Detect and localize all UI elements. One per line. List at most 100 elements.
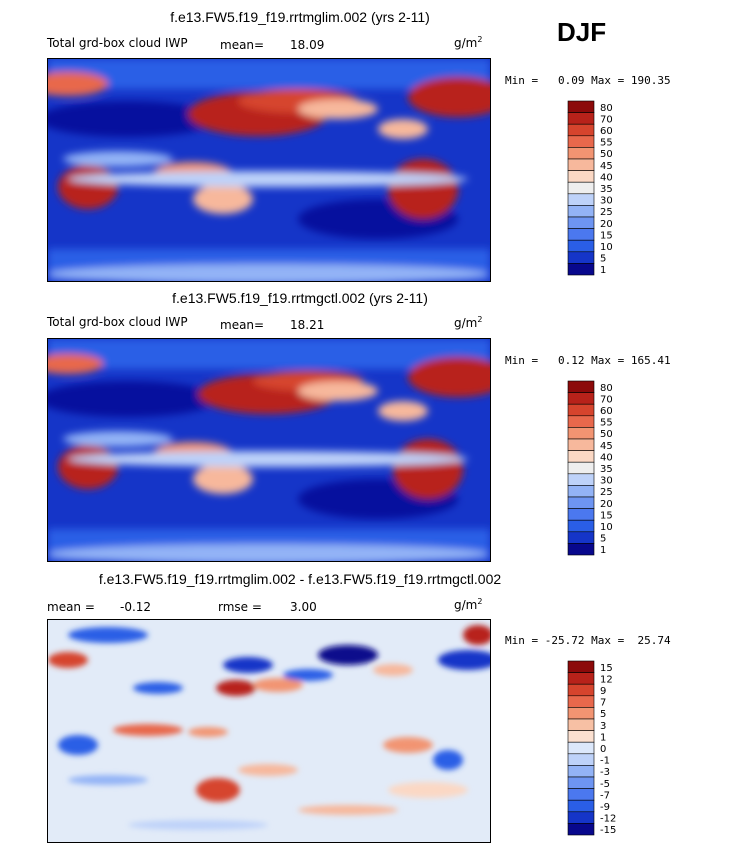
colorbar-swatch [567, 461, 595, 475]
colorbar-swatch [567, 823, 595, 836]
colorbar-swatch [567, 543, 595, 556]
panel3-map [47, 619, 491, 843]
season-label: DJF [557, 17, 607, 47]
colorbar-swatch [567, 730, 595, 743]
colorbar-tick-label: 30 [600, 196, 613, 207]
colorbar-swatch [567, 741, 595, 755]
colorbar-swatch [567, 147, 595, 160]
colorbar-tick-label: 50 [600, 429, 613, 440]
panel2-mean-label: mean= [220, 318, 265, 332]
colorbar-tick-label: 80 [600, 103, 613, 114]
panel2-field [48, 339, 490, 561]
colorbar-tick-label: -15 [600, 825, 616, 836]
colorbar-swatch [567, 158, 595, 171]
panel1-minmax: Min = 0.09 Max = 190.35 [505, 74, 671, 87]
colorbar-swatch [567, 403, 595, 417]
colorbar-tick-label: 80 [600, 383, 613, 394]
colorbar-tick-label: 15 [600, 230, 613, 241]
colorbar-swatch [567, 531, 595, 544]
colorbar-swatch [567, 112, 595, 125]
colorbar-swatch [567, 765, 595, 778]
colorbar-tick-label: 1 [600, 545, 606, 556]
colorbar-tick-label: 9 [600, 686, 606, 697]
colorbar-tick-label: 5 [600, 534, 606, 545]
colorbar-tick-label: -12 [600, 814, 616, 825]
colorbar-tick-label: 25 [600, 207, 613, 218]
colorbar-tick-label: 3 [600, 721, 606, 732]
colorbar-tick-label: 40 [600, 452, 613, 463]
colorbar-tick-label: 10 [600, 242, 613, 253]
panel1-mean-label: mean= [220, 38, 265, 52]
colorbar-tick-label: 70 [600, 114, 613, 125]
colorbar-swatch [567, 181, 595, 195]
colorbar-tick-label: 5 [600, 254, 606, 265]
colorbar-swatch [567, 438, 595, 451]
panel3-units: g/m2 [454, 597, 483, 612]
colorbar-swatch [567, 776, 595, 789]
colorbar-tick-label: -9 [600, 802, 610, 813]
colorbar-tick-label: 45 [600, 441, 613, 452]
panel2-minmax: Min = 0.12 Max = 165.41 [505, 354, 671, 367]
colorbar-swatch [567, 707, 595, 720]
panel1-units: g/m2 [454, 35, 483, 50]
colorbar-swatch [567, 170, 595, 183]
colorbar-swatch [567, 193, 595, 206]
panel2-map [47, 338, 491, 562]
panel3-minmax: Min = -25.72 Max = 25.74 [505, 634, 671, 647]
colorbar-swatch [567, 485, 595, 498]
panel2-mean-value: 18.21 [290, 318, 325, 332]
colorbar-tick-label: 1 [600, 732, 606, 743]
colorbar-tick-label: 15 [600, 510, 613, 521]
colorbar-tick-label: 55 [600, 418, 613, 429]
colorbar-swatch [567, 508, 595, 521]
panel3-mean-value: -0.12 [120, 600, 152, 614]
colorbar-swatch [567, 205, 595, 218]
panel3-rmse-label: rmse = [218, 600, 262, 614]
colorbar-tick-label: 70 [600, 394, 613, 405]
colorbar-tick-label: -1 [600, 756, 610, 767]
colorbar-tick-label: 0 [600, 744, 606, 755]
panel3-mean-label: mean = [47, 600, 95, 614]
colorbar-swatch [567, 380, 595, 393]
panel2-units: g/m2 [454, 315, 483, 330]
colorbar-tick-label: 60 [600, 406, 613, 417]
colorbar-tick-label: 60 [600, 126, 613, 137]
colorbar-swatch [567, 718, 595, 731]
panel1-colorbar: 80 70 60 55 50 45 40 35 30 25 20 15 10 5 1 [567, 100, 613, 276]
colorbar-swatch [567, 473, 595, 486]
colorbar-swatch [567, 263, 595, 276]
colorbar-tick-label: 35 [600, 464, 613, 475]
panel1-mean-value: 18.09 [290, 38, 325, 52]
colorbar-tick-label: 25 [600, 487, 613, 498]
colorbar-swatch [567, 392, 595, 405]
colorbar-swatch [567, 753, 595, 766]
colorbar-swatch [567, 251, 595, 264]
colorbar-tick-label: 10 [600, 522, 613, 533]
colorbar-swatch [567, 811, 595, 824]
panel3-colorbar: 15 12 9 7 5 3 1 0 -1 -3 -5 -7 -9 -12 -15 [567, 660, 616, 836]
colorbar-swatch [567, 799, 595, 813]
colorbar-swatch [567, 135, 595, 148]
panel1-map [47, 58, 491, 282]
colorbar-swatch [567, 239, 595, 253]
colorbar-tick-label: 20 [600, 499, 613, 510]
colorbar-swatch [567, 496, 595, 509]
colorbar-swatch [567, 788, 595, 801]
panel2-title: f.e13.FW5.f19_f19.rrtmgctl.002 (yrs 2-11… [172, 290, 428, 306]
colorbar-tick-label: 30 [600, 476, 613, 487]
colorbar-swatch [567, 672, 595, 685]
colorbar-tick-label: 1 [600, 265, 606, 276]
colorbar-tick-label: 12 [600, 674, 613, 685]
panel3-field [48, 625, 490, 830]
panel1-field [48, 59, 490, 281]
colorbar-tick-label: 55 [600, 138, 613, 149]
colorbar-swatch [567, 683, 595, 697]
colorbar-swatch [567, 228, 595, 241]
colorbar-tick-label: 40 [600, 172, 613, 183]
colorbar-swatch [567, 519, 595, 533]
panel3-title: f.e13.FW5.f19_f19.rrtmglim.002 - f.e13.F… [98, 571, 502, 587]
colorbar-swatch [567, 100, 595, 113]
colorbar-tick-label: 20 [600, 219, 613, 230]
colorbar-tick-label: 50 [600, 149, 613, 160]
colorbar-swatch [567, 415, 595, 428]
